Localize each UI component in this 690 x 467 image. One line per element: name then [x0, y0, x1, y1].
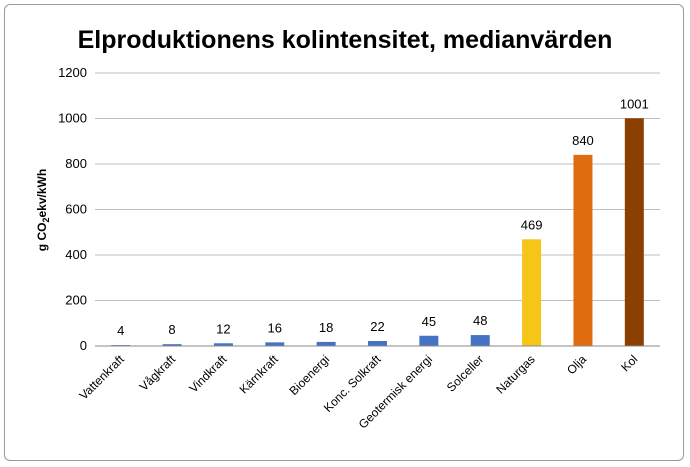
- data-label: 48: [473, 313, 487, 328]
- bar: [470, 335, 490, 346]
- category-label: Kol: [618, 352, 640, 374]
- data-label: 469: [521, 217, 543, 232]
- bar: [624, 118, 644, 347]
- y-tick-label: 0: [80, 338, 87, 353]
- y-tick-label: 1200: [58, 65, 87, 80]
- category-label: Bioenergi: [287, 352, 333, 398]
- bar: [316, 341, 336, 346]
- chart-title: Elproduktionens kolintensitet, medianvär…: [78, 26, 613, 54]
- y-tick-label: 1000: [58, 111, 87, 126]
- data-label: 1001: [620, 96, 649, 111]
- bar: [265, 342, 285, 346]
- data-label: 8: [168, 322, 175, 337]
- category-label: Olja: [564, 352, 589, 377]
- y-axis-ticks: 0 200 400 600 800 1000 1200: [58, 65, 87, 353]
- data-label: 45: [422, 314, 436, 329]
- gridlines: [95, 72, 660, 301]
- data-label: 12: [216, 321, 230, 336]
- chart-frame: [4, 4, 684, 461]
- data-label: 18: [319, 320, 333, 335]
- category-label: Solceller: [444, 352, 486, 394]
- bars: [111, 118, 644, 347]
- category-label: Naturgas: [493, 352, 537, 396]
- data-label: 22: [370, 319, 384, 334]
- y-axis-label: g CO2ekv/kWh: [35, 169, 51, 251]
- category-label: Vattenkraft: [76, 352, 127, 403]
- bar: [522, 239, 542, 346]
- y-tick-label: 400: [65, 247, 87, 262]
- category-label: Vindkraft: [186, 352, 230, 396]
- data-label: 4: [117, 323, 124, 338]
- category-labels: Vattenkraft Vågkraft Vindkraft Kärnkraft Bio…: [76, 352, 640, 432]
- bar: [419, 335, 439, 346]
- y-tick-label: 200: [65, 293, 87, 308]
- bar: [162, 344, 182, 346]
- bar: [368, 340, 387, 346]
- bar: [213, 343, 233, 346]
- y-tick-label: 600: [65, 202, 87, 217]
- data-label: 16: [268, 320, 282, 335]
- y-tick-label: 800: [65, 156, 87, 171]
- data-label: 840: [572, 133, 594, 148]
- category-label: Vågkraft: [137, 352, 179, 394]
- bar: [573, 154, 593, 346]
- category-label: Kärnkraft: [237, 352, 282, 397]
